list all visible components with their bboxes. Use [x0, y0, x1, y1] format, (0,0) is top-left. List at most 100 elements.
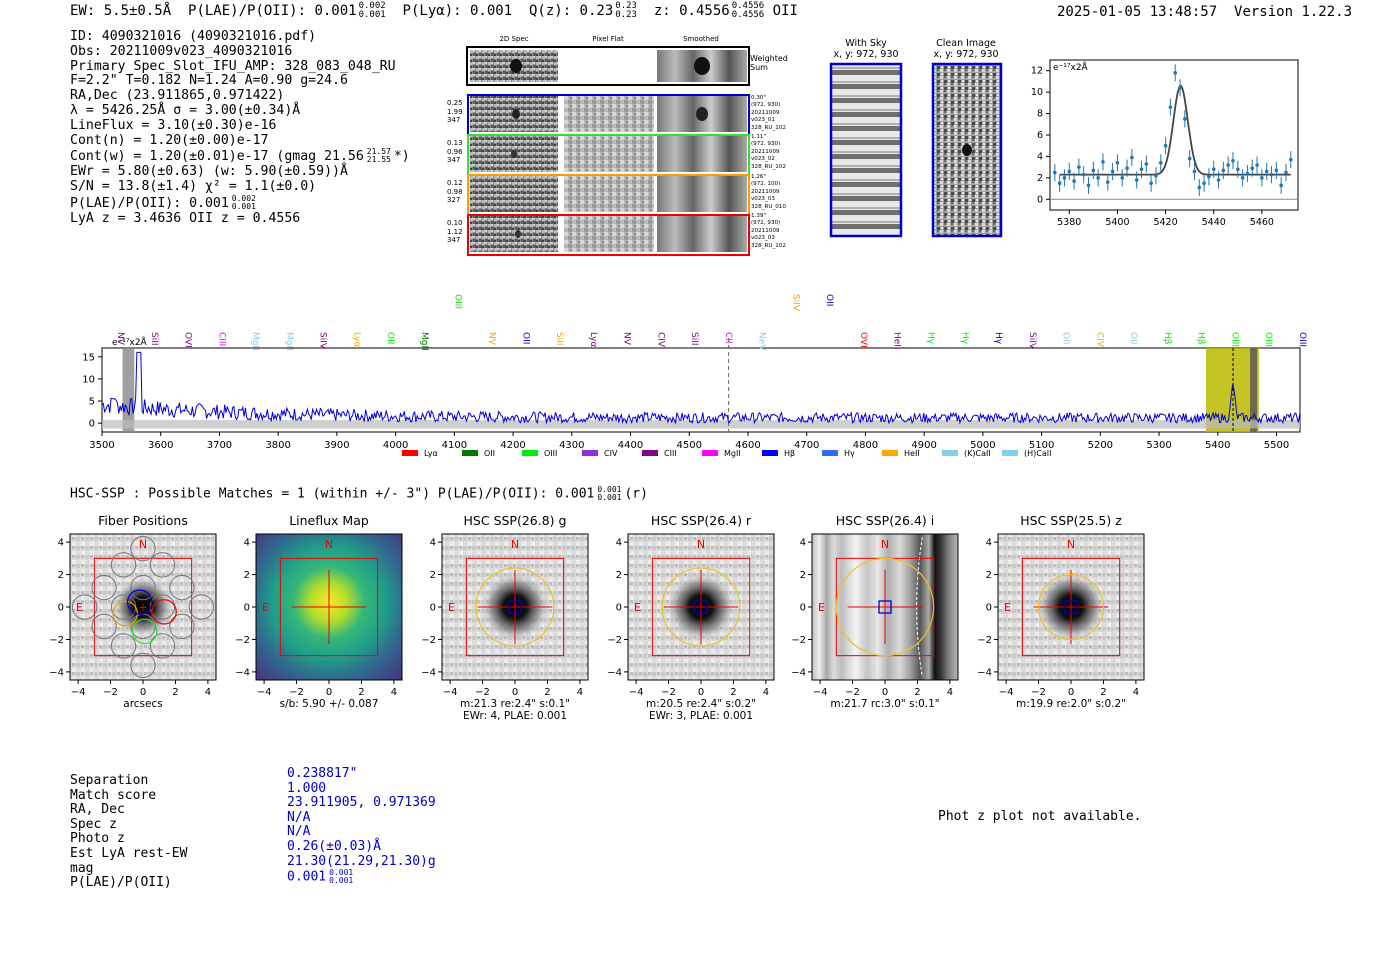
hsc-xtick-label: 0	[140, 687, 146, 698]
spectrum-xtick-label: 3700	[207, 440, 232, 451]
zoom-data-point	[1192, 169, 1197, 174]
hsc-match-box	[878, 600, 892, 614]
zoom-data-point	[1163, 143, 1168, 148]
cutout-row-2	[467, 134, 750, 176]
spectrum-legend-label: Hβ	[784, 449, 795, 458]
info-fiber: F=2.2" T=0.182 N=1.24 A=0.90 g=24.6	[70, 73, 348, 89]
info-block: ID: 4090321016 (4090321016.pdf) Obs: 202…	[70, 29, 410, 226]
zoom-ytick-label: 10	[1031, 87, 1043, 98]
north-label: N	[881, 538, 889, 551]
zoom-data-point	[1091, 168, 1096, 173]
spectrum-xtick-label: 4000	[383, 440, 408, 451]
spectrum-legend-label: OIII	[544, 449, 557, 458]
hsc-aperture-box	[1021, 557, 1121, 657]
row3-right-labels: 1.26" (972, 100) 20211009 v023_03 328_RU…	[751, 174, 786, 211]
spectrum-line-label: NeV	[757, 332, 767, 351]
spectrum-line-label: OIII	[453, 294, 463, 309]
hsc-ytick-label: −4	[607, 667, 622, 678]
hsc-xtick-label: −2	[845, 687, 860, 698]
spectrum-masked-band-2	[1250, 348, 1258, 432]
hsc-aperture-box	[93, 557, 193, 657]
spectrum-legend-swatch	[762, 450, 778, 456]
fiber-circle	[71, 594, 98, 620]
zoom-data-point	[1226, 163, 1230, 167]
fiber-circle	[149, 633, 176, 659]
header-z: z: 0.4556	[653, 3, 730, 19]
spectrum-xtick-label: 5000	[970, 440, 995, 451]
cutout-row-1	[467, 94, 750, 136]
weighted-label-2: Sum	[750, 63, 768, 72]
hsc-xtick-label: 2	[172, 687, 178, 698]
header-summary: EW: 5.5±0.5Å P(LAE)/P(OII): 0.001 0.002 0.…	[70, 2, 798, 20]
row3-left-c: 327	[447, 196, 461, 204]
hsc-panel-title: HSC SSP(26.4) i	[836, 513, 934, 528]
cutouts-panel	[466, 46, 750, 256]
hsc-xtick-label: −4	[257, 687, 272, 698]
row3-right-d: v023_03	[751, 196, 775, 203]
spectrum-line-label: Hγ	[959, 332, 969, 345]
clean-image-frame	[931, 62, 1003, 238]
zoom-xtick-label: 5420	[1153, 217, 1177, 228]
spectrum-masked-band	[122, 348, 135, 432]
col-smoothed: Smoothed	[683, 35, 719, 43]
spectrum-legend-swatch	[822, 450, 838, 456]
row4-right-labels: 1.39" (972, 930) 20211009 v023_03 328_RU…	[751, 213, 786, 250]
hsc-ellipse	[475, 567, 555, 647]
hsc-xtick-label: 2	[1100, 687, 1106, 698]
label-match-score: Match score	[70, 787, 157, 803]
spectrum-xtick-label: 4500	[677, 440, 702, 451]
east-label: E	[1004, 601, 1011, 614]
hsc-xtick-label: 4	[763, 687, 769, 698]
hsc-ytick-label: 0	[616, 603, 622, 614]
zoom-ytick-label: 0	[1037, 194, 1043, 205]
hsc-xtick-label: 0	[698, 687, 704, 698]
spectrum-ytick-label: 5	[89, 397, 95, 408]
spectrum-line-label: OIII	[1263, 332, 1273, 347]
spectrum-legend-swatch	[462, 450, 478, 456]
fiber-circle	[91, 613, 117, 640]
row4-right-d: v023_03	[751, 235, 775, 242]
spectrum-legend-label: CIII	[664, 449, 677, 458]
hsc-ytick-label: 4	[986, 538, 992, 549]
value-photo-z: N/A	[287, 824, 311, 840]
cutout-row-4	[467, 214, 750, 256]
zoom-data-point	[1269, 172, 1274, 177]
zoom-data-point	[1101, 159, 1105, 164]
spectrum-line-label: CIV	[1094, 332, 1104, 348]
info-contw-end: *)	[393, 149, 410, 165]
info-contw-sub: 21.55	[366, 155, 391, 165]
hsc-title-sub: 0.001	[597, 493, 622, 502]
spectrum-chart: 3500 3600 3700 3800 3900 4000 4100 4200 4300 4400…	[82, 294, 1307, 458]
header-z-sup: 0.4556	[731, 1, 765, 11]
hsc-title-sup: 0.001	[597, 485, 622, 494]
spectrum-line-label: Lyα	[351, 332, 361, 348]
zoom-data-point	[1260, 176, 1264, 180]
hsc-ytick-label: 4	[58, 538, 64, 549]
spectrum-legend-label: Lyα	[424, 449, 438, 458]
hsc-xtick-label: 4	[205, 687, 211, 698]
hsc-xtick-label: 2	[358, 687, 364, 698]
zoom-units-label: e⁻¹⁷x2Å	[1053, 61, 1089, 73]
spectrum-xtick-label: 4700	[794, 440, 819, 451]
label-plae: P(LAE)/P(OII)	[70, 875, 172, 891]
zoom-data-point	[1211, 167, 1216, 172]
spectrum-line-label: SiII	[554, 332, 564, 346]
hsc-xtick-label: 0	[1068, 687, 1074, 698]
with-sky-header: With Sky x, y: 972, 930	[832, 38, 900, 60]
hsc-ytick-label: 2	[244, 570, 250, 581]
spectrum-legend-swatch	[882, 450, 898, 456]
label-lya-ew: Est LyA rest-EW	[70, 845, 188, 861]
info-contw: Cont(w) = 1.20(±0.01)e-17 (gmag 21.56 21.…	[70, 148, 410, 165]
fiber-circle	[149, 552, 176, 578]
north-label: N	[1067, 538, 1075, 551]
hsc-ellipse	[1037, 573, 1105, 641]
spectrum-legend-label: Hγ	[844, 449, 855, 458]
row3-right-a: 1.26"	[751, 174, 767, 180]
hsc-aperture-box	[651, 557, 751, 657]
info-radec: RA,Dec (23.911865,0.971422)	[70, 88, 285, 104]
zoom-data-point	[1178, 86, 1182, 90]
zoom-xtick-label: 5460	[1250, 217, 1274, 228]
spectrum-line-label: CII	[723, 332, 733, 344]
row2-right-labels: 1.11" (972, 930) 20211009 v023_02 328_RU…	[751, 134, 786, 171]
east-label: E	[262, 601, 269, 614]
